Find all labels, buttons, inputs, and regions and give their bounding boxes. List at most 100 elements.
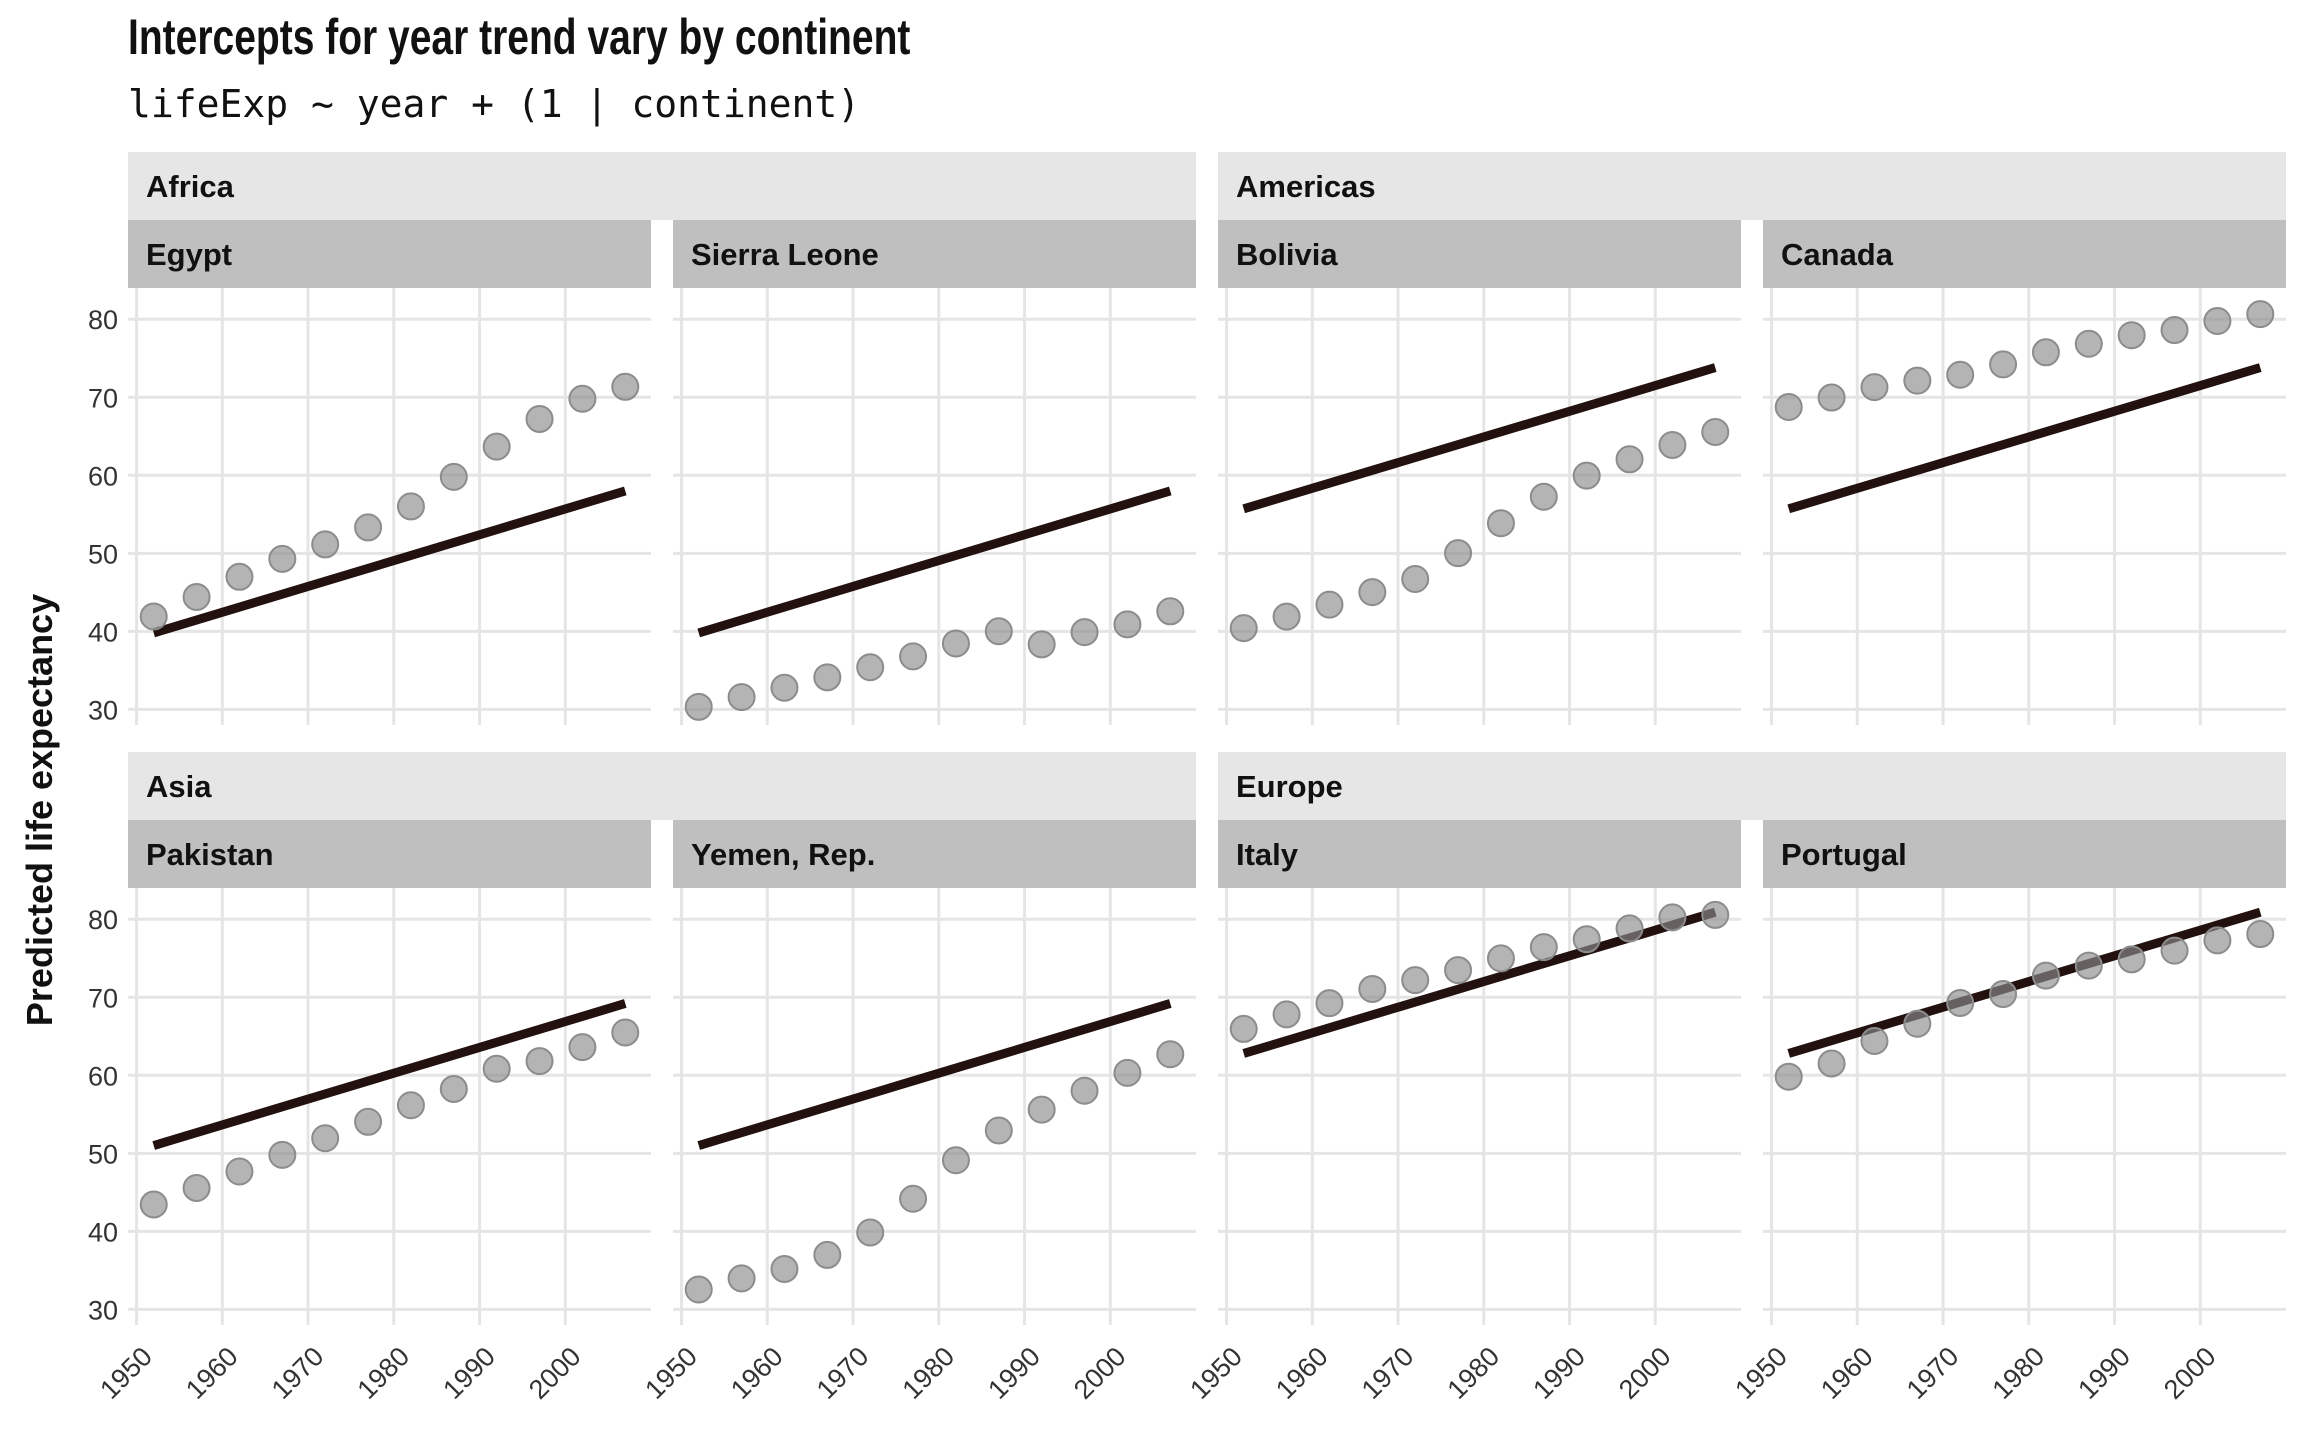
data-point (2074, 329, 2103, 358)
data-point (439, 462, 468, 491)
y-tick-label: 40 (88, 617, 118, 647)
data-point (1315, 590, 1344, 619)
data-point (568, 1033, 597, 1062)
data-point (611, 372, 640, 401)
fitted-line (1242, 907, 1717, 1058)
x-tick-label: 1990 (2072, 1341, 2136, 1405)
data-point (1229, 1014, 1258, 1043)
continent-strip (128, 752, 1196, 820)
x-tick-label: 1970 (1356, 1341, 1420, 1405)
x-tick-label: 1960 (1815, 1341, 1879, 1405)
x-tick-label: 2000 (523, 1341, 587, 1405)
country-strip-label: Sierra Leone (691, 237, 879, 272)
data-point (856, 653, 885, 682)
data-point (1070, 618, 1099, 647)
data-point (482, 432, 511, 461)
country-strip (1763, 820, 2286, 888)
data-point (1701, 900, 1730, 929)
x-tick-label: 1970 (266, 1341, 330, 1405)
country-strip-label: Portugal (1781, 837, 1907, 872)
data-point (1113, 610, 1142, 639)
data-point (899, 1184, 928, 1213)
continent-strip (1218, 152, 2286, 220)
facet-panel: Egypt 30 40 50 60 70 80 (88, 220, 651, 725)
data-point (182, 583, 211, 612)
y-tick-label: 60 (88, 1061, 118, 1091)
fitted-line (1242, 363, 1717, 514)
y-tick-label: 30 (88, 695, 118, 725)
data-point (1615, 914, 1644, 943)
data-point (525, 1047, 554, 1076)
y-tick-label: 80 (88, 305, 118, 335)
data-point (1156, 597, 1185, 626)
data-point (2031, 961, 2060, 990)
data-point (268, 1140, 297, 1169)
data-point (1615, 445, 1644, 474)
data-point (311, 1124, 340, 1153)
country-strip (673, 220, 1196, 288)
data-point (1444, 956, 1473, 985)
data-point (1860, 1027, 1889, 1056)
data-point (1027, 1095, 1056, 1124)
data-point (770, 673, 799, 702)
x-tick-label: 2000 (1613, 1341, 1677, 1405)
data-point (311, 530, 340, 559)
data-point (1860, 373, 1889, 402)
x-tick-label: 1950 (1184, 1341, 1248, 1405)
data-point (482, 1054, 511, 1083)
data-point (1989, 980, 2018, 1009)
country-strip (128, 220, 651, 288)
data-point (1529, 933, 1558, 962)
x-tick-label: 2000 (1068, 1341, 1132, 1405)
data-point (182, 1173, 211, 1202)
data-point (813, 663, 842, 692)
continent-strip (128, 152, 1196, 220)
data-point (2203, 926, 2232, 955)
y-tick-label: 80 (88, 905, 118, 935)
data-point (354, 513, 383, 542)
data-point (1989, 350, 2018, 379)
data-point (1229, 614, 1258, 643)
data-point (268, 544, 297, 573)
data-point (2117, 945, 2146, 974)
continent-strip-label: Asia (146, 769, 212, 804)
x-tick-label: 1990 (1527, 1341, 1591, 1405)
data-point (1903, 1009, 1932, 1038)
data-point (1272, 1000, 1301, 1029)
facet-panel: Bolivia (1218, 220, 1741, 725)
x-tick-label: 1950 (639, 1341, 703, 1405)
data-point (1272, 602, 1301, 631)
country-strip (128, 820, 651, 888)
chart-title: Intercepts for year trend vary by contin… (128, 9, 911, 65)
data-point (684, 692, 713, 721)
country-strip-label: Bolivia (1236, 237, 1338, 272)
x-tick-label: 1970 (1901, 1341, 1965, 1405)
facet-panel: Yemen, Rep. 1950 1960 1970 1980 1990 2000 (639, 820, 1196, 1405)
x-tick-label: 1950 (1729, 1341, 1793, 1405)
data-point (139, 602, 168, 631)
data-point (1529, 482, 1558, 511)
x-tick-label: 1960 (180, 1341, 244, 1405)
data-point (1946, 360, 1975, 389)
data-point (2074, 951, 2103, 980)
x-tick-label: 1980 (897, 1341, 961, 1405)
data-point (1701, 417, 1730, 446)
data-point (1817, 383, 1846, 412)
continent-strip-label: Europe (1236, 769, 1343, 804)
data-point (984, 617, 1013, 646)
chart-subtitle: lifeExp ~ year + (1 | continent) (128, 82, 861, 126)
data-point (1070, 1076, 1099, 1105)
y-tick-label: 70 (88, 383, 118, 413)
data-point (1486, 944, 1515, 973)
data-point (2160, 936, 2189, 965)
data-point (1113, 1058, 1142, 1087)
y-tick-label: 60 (88, 461, 118, 491)
x-tick-label: 1990 (982, 1341, 1046, 1405)
data-point (1358, 974, 1387, 1003)
fitted-line (1787, 907, 2262, 1058)
country-strip-label: Egypt (146, 237, 232, 272)
continent-strip (1218, 752, 2286, 820)
data-point (1358, 578, 1387, 607)
facet-panel: Italy 1950 1960 1970 1980 1990 2000 (1184, 820, 1741, 1405)
data-point (727, 1264, 756, 1293)
